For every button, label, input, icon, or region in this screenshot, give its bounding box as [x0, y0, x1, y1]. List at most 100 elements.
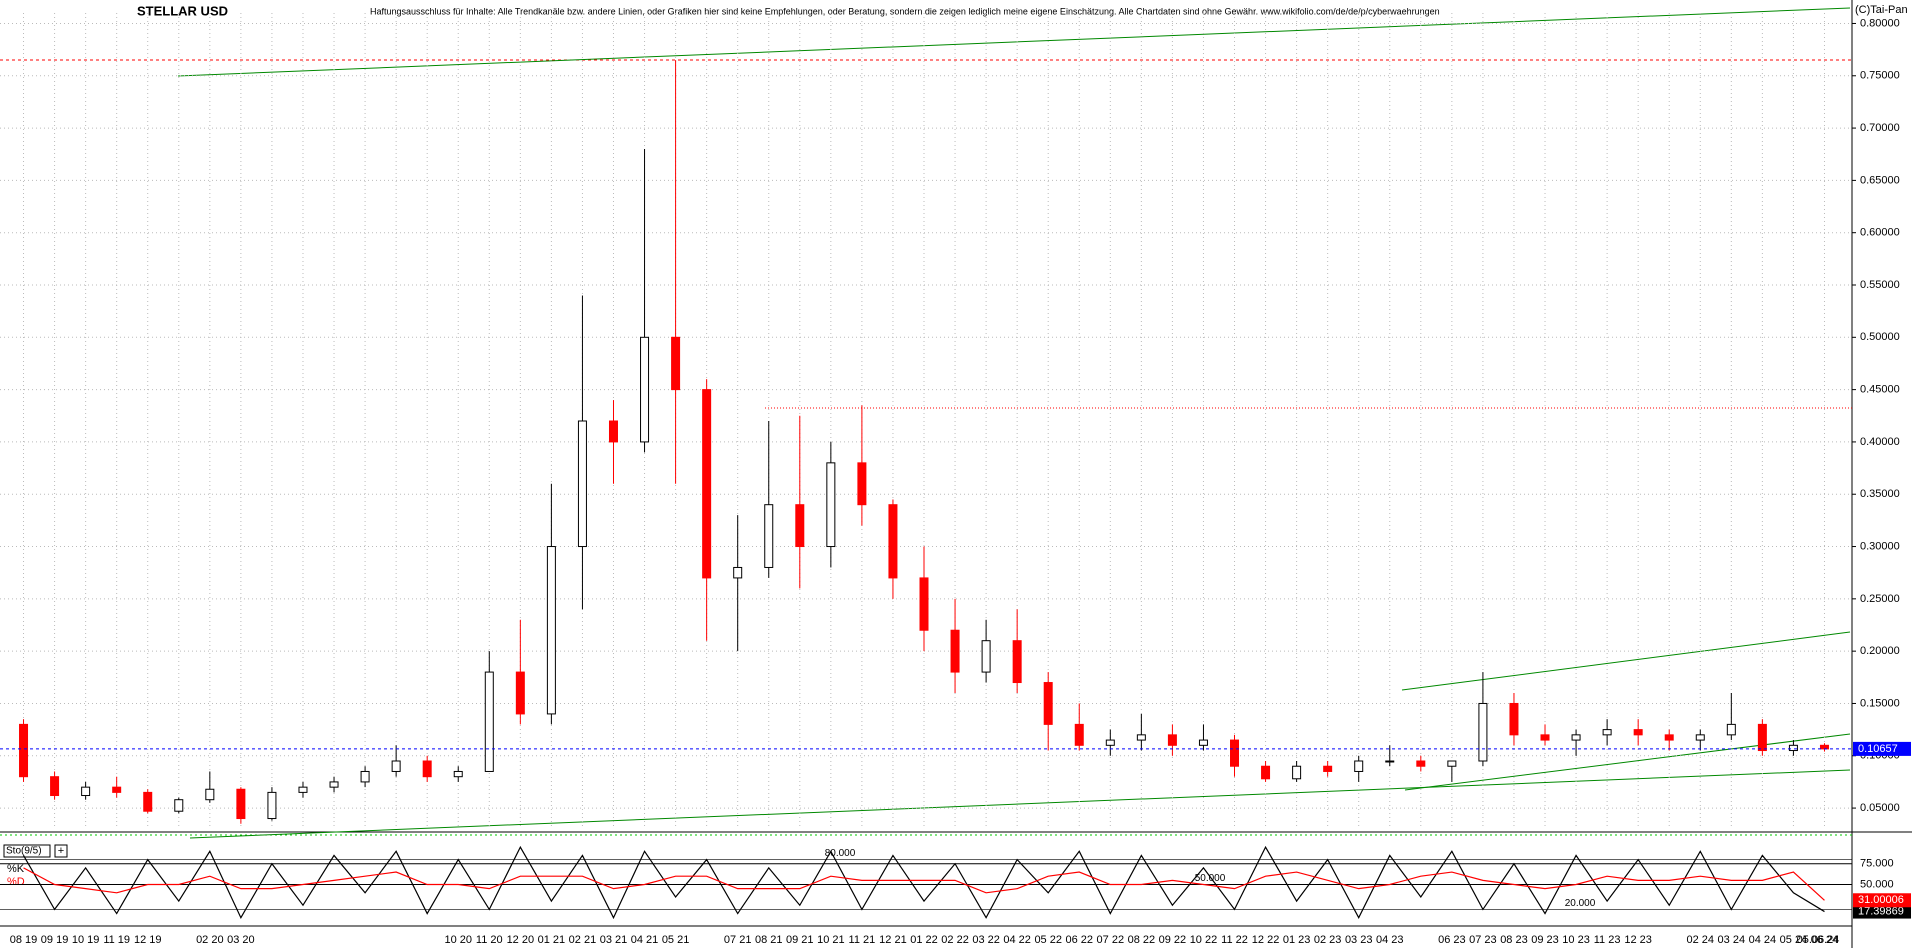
candle-body [1664, 734, 1674, 741]
candle-body [1354, 760, 1364, 772]
x-tick-label: 08 23 [1500, 934, 1528, 946]
x-tick-label: 06 22 [1065, 934, 1093, 946]
x-tick-label: 01 22 [910, 934, 938, 946]
candle-body [1136, 734, 1146, 741]
candle-body [236, 788, 246, 820]
candle-body [577, 420, 587, 548]
candle-body [981, 640, 991, 673]
candle-body [205, 788, 215, 801]
candle-body [950, 629, 960, 673]
candle-body [1540, 734, 1550, 741]
indicator-value-label: 17.39869 [1858, 905, 1904, 917]
candle-body [1012, 640, 1022, 684]
last-price-label: 0.10657 [1858, 743, 1898, 755]
chart-title: STELLAR USD [137, 3, 228, 18]
indicator-value-label: 31.00006 [1858, 894, 1904, 906]
x-tick-label: 04 21 [631, 934, 659, 946]
x-tick-label: 05 22 [1034, 934, 1062, 946]
x-tick-label: 09 19 [41, 934, 69, 946]
x-tick-label: 08 19 [10, 934, 38, 946]
candle-body [1074, 723, 1084, 746]
x-tick-label: 11 22 [1221, 934, 1248, 946]
candle-body [1292, 765, 1302, 780]
candle-body [1447, 760, 1457, 767]
indicator-tick-label: 75.000 [1860, 858, 1894, 870]
date-label: 05.06.24 [1797, 934, 1840, 946]
trendline [1401, 631, 1851, 691]
candle-body [608, 420, 618, 443]
candle-body [1385, 760, 1395, 763]
x-tick-label: 04 24 [1749, 934, 1777, 946]
candle-body [174, 799, 184, 812]
indicator-box [3, 844, 51, 858]
candle-body [1478, 702, 1488, 762]
candle-body [1819, 744, 1829, 750]
candle-body [298, 786, 308, 793]
candle-body [919, 577, 929, 631]
x-tick-label: 10 22 [1190, 934, 1218, 946]
x-tick-label: 04 22 [1003, 934, 1031, 946]
x-tick-label: 03 21 [600, 934, 628, 946]
candle-body [112, 786, 122, 793]
candle-body [1167, 734, 1177, 746]
trendline [1404, 733, 1851, 791]
x-tick-label: 03 24 [1718, 934, 1746, 946]
add-button[interactable] [54, 844, 68, 858]
x-tick-label: 11 23 [1594, 934, 1621, 946]
candle-body [795, 504, 805, 548]
x-tick-label: 02 23 [1314, 934, 1342, 946]
candle-body [19, 723, 29, 778]
candle-body [857, 462, 867, 506]
x-tick-label: 06 24 [1811, 934, 1839, 946]
x-tick-label: 03 23 [1345, 934, 1373, 946]
candle-body [1323, 765, 1333, 772]
candle-body [1571, 734, 1581, 741]
y-tick-label: 0.70000 [1860, 122, 1900, 134]
trendline [177, 7, 1851, 77]
candle-body [515, 671, 525, 715]
candle-body [484, 671, 494, 772]
x-tick-label: 09 22 [1159, 934, 1187, 946]
level-label: 20.000 [1565, 898, 1596, 909]
x-tick-label: 12 22 [1252, 934, 1280, 946]
x-tick-label: 04 23 [1376, 934, 1404, 946]
source: (C)Tai-Pan [1855, 4, 1908, 16]
x-tick-label: 10 23 [1562, 934, 1590, 946]
x-tick-label: 02 22 [941, 934, 969, 946]
candle-body [81, 786, 91, 797]
candle-body [733, 566, 743, 579]
indicator-line [23, 845, 1825, 920]
x-tick-label: 08 21 [755, 934, 783, 946]
candle-body [1043, 682, 1053, 725]
x-tick-label: 12 19 [134, 934, 162, 946]
y-tick-label: 0.75000 [1860, 70, 1900, 82]
candle-body [391, 760, 401, 772]
x-tick-label: 02 24 [1687, 934, 1715, 946]
candle-body [1726, 723, 1736, 736]
x-tick-label: 12 23 [1624, 934, 1652, 946]
indicator-value-box [1853, 893, 1911, 908]
x-tick-label: 03 20 [227, 934, 255, 946]
indicator-value-box [1853, 904, 1911, 919]
indicator-line [23, 867, 1825, 901]
candle-body [1230, 739, 1240, 767]
y-tick-label: 0.20000 [1860, 645, 1900, 657]
level-label: 80.000 [825, 848, 856, 859]
candle-body [422, 760, 432, 778]
add-button-icon[interactable]: + [58, 845, 64, 857]
x-tick-label: 11 20 [476, 934, 503, 946]
candle-body [702, 389, 712, 579]
candle-body [546, 546, 556, 715]
candle-body [1633, 729, 1643, 736]
y-tick-label: 0.65000 [1860, 174, 1900, 186]
y-tick-label: 0.80000 [1860, 17, 1900, 29]
y-tick-label: 0.60000 [1860, 227, 1900, 239]
y-tick-label: 0.35000 [1860, 488, 1900, 500]
candle-body [1695, 734, 1705, 741]
x-tick-label: 06 23 [1438, 934, 1466, 946]
last-price-box [1853, 741, 1911, 756]
x-tick-label: 05 21 [662, 934, 690, 946]
candle-body [671, 336, 681, 391]
x-tick-label: 02 21 [569, 934, 597, 946]
